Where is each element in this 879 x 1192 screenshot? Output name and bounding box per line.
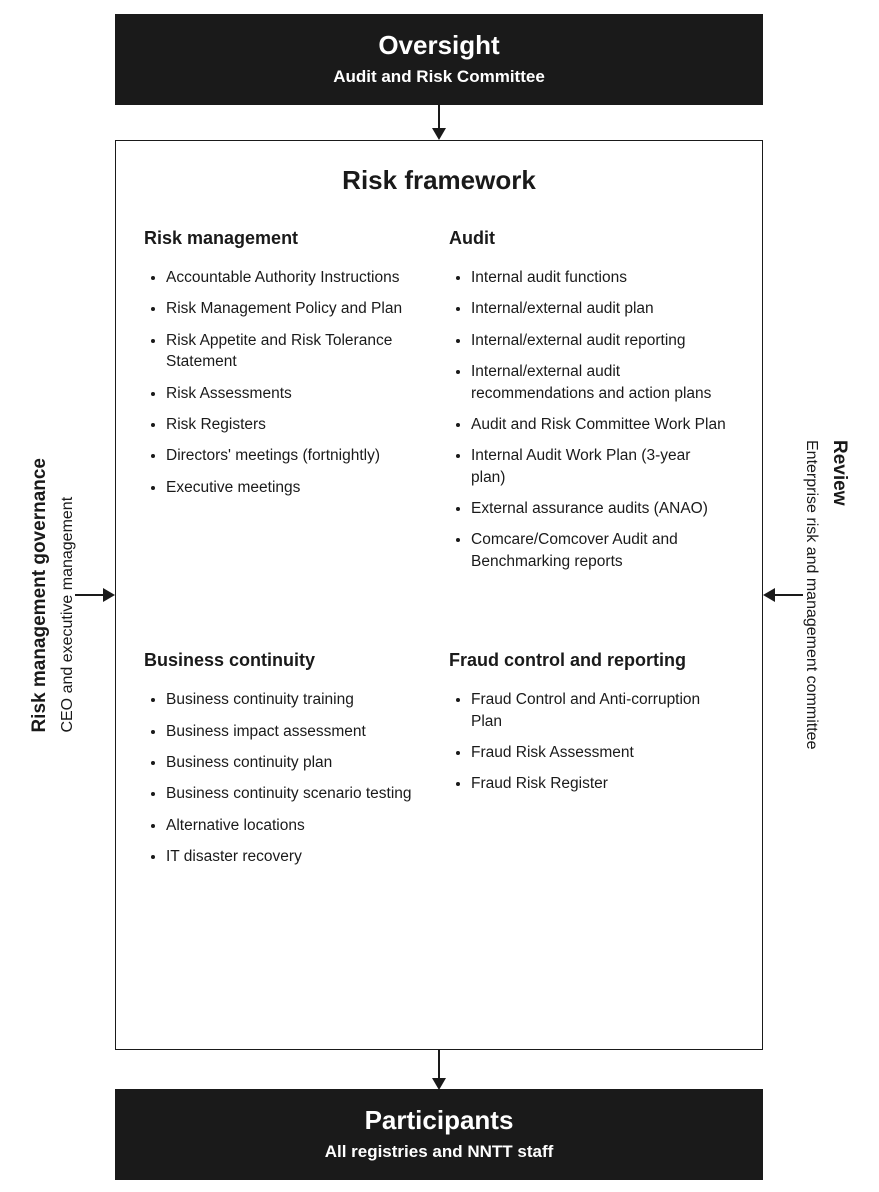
- right-subtitle: Enterprise risk and management committee: [802, 440, 820, 749]
- list-item: Comcare/Comcover Audit and Benchmarking …: [471, 529, 734, 572]
- list-item: Risk Appetite and Risk Tolerance Stateme…: [166, 330, 429, 373]
- list-item: Business impact assessment: [166, 721, 429, 742]
- section-audit: Audit Internal audit functions Internal/e…: [449, 228, 734, 582]
- oversight-box: Oversight Audit and Risk Committee: [115, 14, 763, 105]
- list-item: Business continuity scenario testing: [166, 783, 429, 804]
- list-audit: Internal audit functions Internal/externa…: [449, 267, 734, 572]
- list-item: Fraud Risk Assessment: [471, 742, 734, 763]
- section-risk-management: Risk management Accountable Authority In…: [144, 228, 429, 582]
- list-item: Accountable Authority Instructions: [166, 267, 429, 288]
- list-item: Fraud Control and Anti-corruption Plan: [471, 689, 734, 732]
- list-item: Alternative locations: [166, 815, 429, 836]
- list-item: Risk Registers: [166, 414, 429, 435]
- list-item: Audit and Risk Committee Work Plan: [471, 414, 734, 435]
- participants-box: Participants All registries and NNTT sta…: [115, 1089, 763, 1180]
- list-item: External assurance audits (ANAO): [471, 498, 734, 519]
- list-item: Internal/external audit reporting: [471, 330, 734, 351]
- list-item: Internal Audit Work Plan (3-year plan): [471, 445, 734, 488]
- participants-title: Participants: [125, 1105, 753, 1136]
- list-item: Risk Assessments: [166, 383, 429, 404]
- section-title-business-continuity: Business continuity: [144, 650, 429, 671]
- list-item: Risk Management Policy and Plan: [166, 298, 429, 319]
- arrow-oversight-to-framework: [430, 100, 448, 140]
- participants-subtitle: All registries and NNTT staff: [125, 1142, 753, 1162]
- section-fraud: Fraud control and reporting Fraud Contro…: [449, 650, 734, 950]
- list-item: Internal/external audit recommendations …: [471, 361, 734, 404]
- risk-framework-title: Risk framework: [144, 165, 734, 196]
- list-item: Business continuity training: [166, 689, 429, 710]
- risk-framework-box: Risk framework Risk management Accountab…: [115, 140, 763, 1050]
- arrow-framework-to-participants: [430, 1050, 448, 1090]
- right-title: Review: [828, 440, 850, 749]
- list-item: Executive meetings: [166, 477, 429, 498]
- list-item: Business continuity plan: [166, 752, 429, 773]
- list-business-continuity: Business continuity training Business imp…: [144, 689, 429, 867]
- section-business-continuity: Business continuity Business continuity …: [144, 650, 429, 950]
- list-item: Directors' meetings (fortnightly): [166, 445, 429, 466]
- list-item: Internal audit functions: [471, 267, 734, 288]
- list-item: Internal/external audit plan: [471, 298, 734, 319]
- list-risk-management: Accountable Authority Instructions Risk M…: [144, 267, 429, 498]
- oversight-subtitle: Audit and Risk Committee: [125, 67, 753, 87]
- list-fraud: Fraud Control and Anti-corruption Plan Fr…: [449, 689, 734, 795]
- list-item: IT disaster recovery: [166, 846, 429, 867]
- section-title-audit: Audit: [449, 228, 734, 249]
- oversight-title: Oversight: [125, 30, 753, 61]
- arrow-review-to-framework: [763, 586, 803, 604]
- section-title-risk-management: Risk management: [144, 228, 429, 249]
- section-title-fraud: Fraud control and reporting: [449, 650, 734, 671]
- arrow-governance-to-framework: [75, 586, 115, 604]
- list-item: Fraud Risk Register: [471, 773, 734, 794]
- left-title: Risk management governance: [29, 458, 51, 733]
